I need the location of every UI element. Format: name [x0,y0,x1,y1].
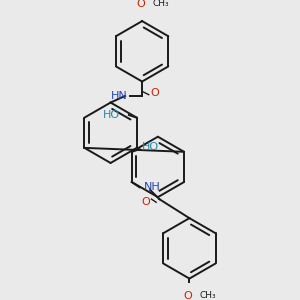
Text: HN: HN [111,91,128,101]
Text: NH: NH [143,182,160,192]
Text: O: O [150,88,159,98]
Text: O: O [136,0,145,9]
Text: HO: HO [142,142,159,152]
Text: CH₃: CH₃ [200,291,217,300]
Text: O: O [184,291,193,300]
Text: CH₃: CH₃ [153,0,169,8]
Text: HO: HO [103,110,120,119]
Text: O: O [141,197,150,207]
